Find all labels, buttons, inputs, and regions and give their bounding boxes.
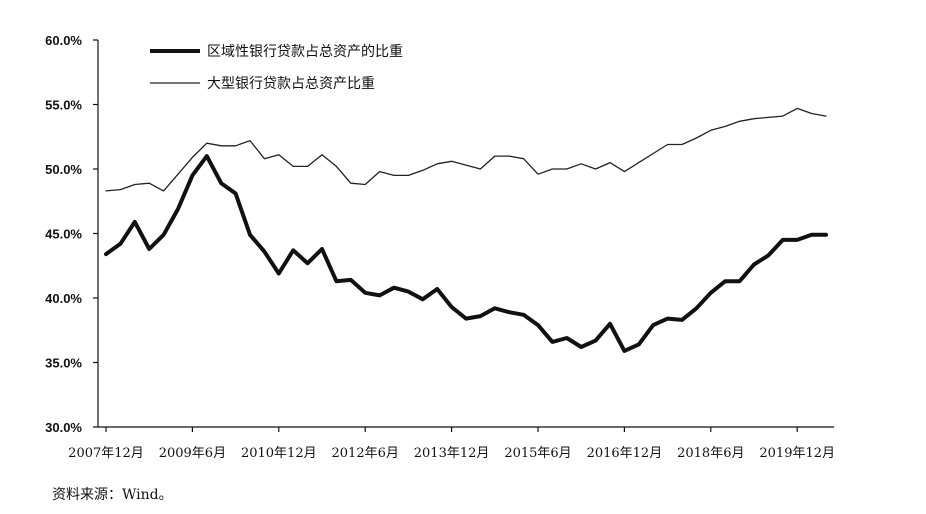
y-tick-label: 60.0% [45,33,82,48]
series-line-large-bank [105,107,827,192]
x-tick-label: 2015年6月 [504,446,571,461]
x-tick-label: 2016年12月 [587,446,663,461]
legend-label-large-bank: 大型银行贷款占总资产比重 [207,76,375,92]
x-axis-ticks: 2007年12月 2009年6月 2010年12月 2012年6月 2013年12月 20… [68,427,835,461]
y-tick-label: 50.0% [45,162,82,177]
chart-legend: 区域性银行贷款占总资产的比重 大型银行贷款占总资产比重 [150,44,403,92]
x-tick-label: 2007年12月 [68,446,144,461]
y-tick-label: 35.0% [45,356,82,371]
source-note: 资料来源：Wind。 [52,487,173,503]
series-lines [104,107,828,353]
y-tick-label: 30.0% [45,420,82,435]
chart-axes [97,40,834,428]
legend-label-regional-bank: 区域性银行贷款占总资产的比重 [207,44,403,60]
x-tick-label: 2009年6月 [159,446,226,461]
series-line-regional-bank [104,154,828,353]
y-tick-label: 55.0% [45,98,82,113]
x-tick-label: 2013年12月 [414,446,490,461]
x-tick-label: 2012年6月 [332,446,399,461]
y-tick-label: 45.0% [45,227,82,242]
x-tick-label: 2010年12月 [241,446,317,461]
y-tick-label: 40.0% [45,291,82,306]
x-tick-label: 2019年12月 [759,446,835,461]
y-axis-ticks: 60.0% 55.0% 50.0% 45.0% 40.0% 35.0% 30.0% [45,33,98,435]
x-tick-label: 2018年6月 [677,446,744,461]
